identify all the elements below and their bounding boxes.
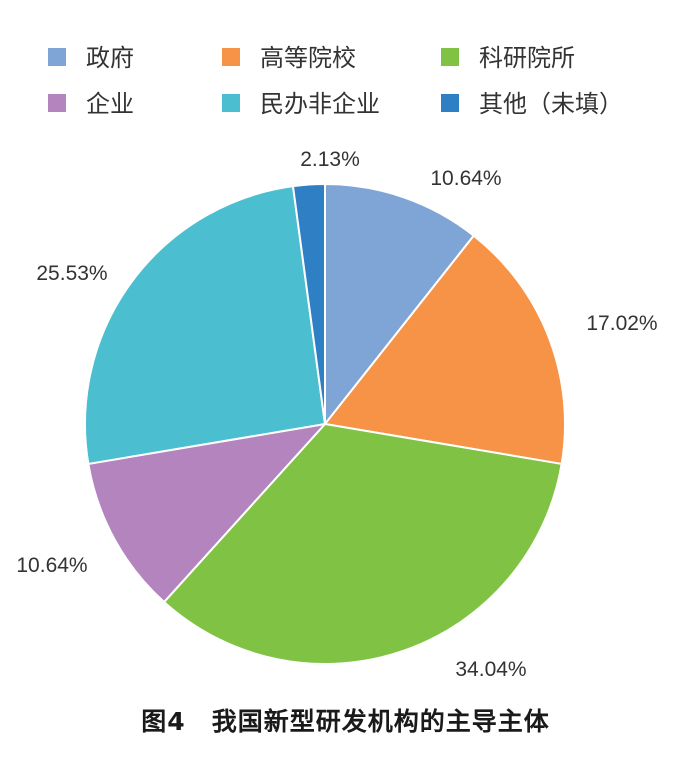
legend-swatch-2 <box>441 48 459 66</box>
slice-data-label-0: 10.64% <box>430 167 501 190</box>
slice-data-label-2: 34.04% <box>455 658 526 681</box>
pie-slices <box>84 183 566 665</box>
pie-slice-5 <box>291 183 326 425</box>
legend-label-5: 其他（未填） <box>479 90 623 118</box>
legend-label-1: 高等院校 <box>260 44 356 72</box>
slice-data-label-4: 25.53% <box>36 262 107 285</box>
legend-swatch-5 <box>441 94 459 112</box>
legend-label-4: 民办非企业 <box>260 90 380 118</box>
legend-label-0: 政府 <box>86 44 134 72</box>
slice-data-label-5: 2.13% <box>300 148 360 171</box>
legend-swatch-4 <box>222 94 240 112</box>
legend-label-3: 企业 <box>86 90 134 118</box>
pie-slice-4 <box>84 185 326 465</box>
legend-label-2: 科研院所 <box>479 44 575 72</box>
legend-swatch-0 <box>48 48 66 66</box>
pie-slice-2 <box>163 423 563 665</box>
figure-caption: 图4 我国新型研发机构的主导主体 <box>141 707 550 736</box>
slice-data-label-3: 10.64% <box>16 554 87 577</box>
pie-slice-3 <box>87 423 326 604</box>
legend-swatch-3 <box>48 94 66 112</box>
slice-data-label-1: 17.02% <box>586 312 657 335</box>
pie-slice-0 <box>324 183 475 425</box>
pie-slice-1 <box>324 234 566 465</box>
slice-labels: 10.64% 17.02% 34.04% 10.64% 25.53% 2.13% <box>16 148 657 681</box>
legend-swatch-1 <box>222 48 240 66</box>
